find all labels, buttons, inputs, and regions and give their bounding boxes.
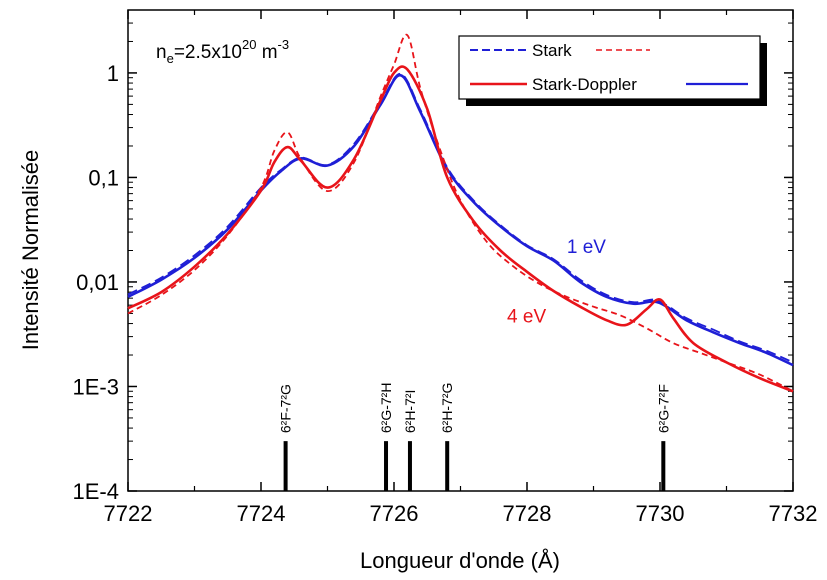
y-tick-label: 1E-3 bbox=[73, 374, 119, 399]
x-tick-label: 7728 bbox=[503, 501, 552, 526]
x-tick-label: 7724 bbox=[237, 501, 286, 526]
series-line-stark-doppler-1-ev bbox=[127, 74, 794, 367]
spectral-line-label: 6²G-7²H bbox=[378, 383, 394, 434]
series-line-stark-4-ev-dashed bbox=[127, 33, 794, 393]
x-tick-label: 7726 bbox=[370, 501, 419, 526]
x-tick-label: 7722 bbox=[104, 501, 153, 526]
legend-box bbox=[458, 35, 761, 100]
y-tick-label: 1 bbox=[107, 61, 119, 86]
temperature-label: 4 eV bbox=[507, 306, 546, 327]
x-tick-label: 7732 bbox=[769, 501, 818, 526]
series-line-stark-1-ev-dashed bbox=[127, 72, 794, 364]
legend-rows: Stark Stark-Doppler bbox=[470, 41, 748, 94]
spectral-line-label: 6²H-7²G bbox=[439, 383, 455, 434]
legend-label: Stark bbox=[532, 41, 572, 60]
electron-density-label: ne=2.5x1020 m-3 bbox=[156, 37, 289, 66]
series-layer bbox=[127, 33, 794, 393]
temperature-label: 1 eV bbox=[567, 237, 606, 258]
density-suffix: m bbox=[256, 42, 277, 63]
density-sup: 20 bbox=[242, 37, 256, 52]
y-axis-title: Intensité Normalisée bbox=[18, 150, 43, 351]
legend: Stark Stark-Doppler bbox=[458, 35, 767, 106]
series-line-stark-doppler-4-ev bbox=[127, 65, 794, 393]
y-tick-label: 1E-4 bbox=[73, 479, 119, 504]
axis-tick-labels: 7722 7724 7726 7728 7730 7732 1E-4 1E-3 0,01 0,1 1 bbox=[73, 61, 818, 526]
y-tick-label: 0,01 bbox=[76, 270, 119, 295]
density-prefix: n bbox=[156, 42, 167, 63]
density-sub: e bbox=[167, 51, 174, 66]
axis-ticks bbox=[127, 9, 794, 492]
y-tick-label: 0,1 bbox=[88, 165, 119, 190]
plot-area: 7722 7724 7726 7728 7730 7732 1E-4 1E-3 0,01 0,1 1… bbox=[73, 9, 818, 526]
density-sup2: -3 bbox=[278, 37, 290, 52]
spectral-line-label: 6²H-7²I bbox=[402, 390, 418, 434]
x-axis-title: Longueur d'onde (Å) bbox=[360, 548, 560, 573]
spectral-line-label: 6²G-7²F bbox=[655, 384, 671, 433]
annotations-layer: 1 eV 4 eV bbox=[507, 237, 606, 328]
spectral-lines-layer: 6²F-7²G 6²G-7²H 6²H-7²I 6²H-7²G 6²G-7²F bbox=[278, 383, 671, 491]
density-mid: =2.5x10 bbox=[174, 42, 242, 63]
legend-label: Stark-Doppler bbox=[532, 75, 637, 94]
x-tick-label: 7730 bbox=[636, 501, 685, 526]
spectral-line-label: 6²F-7²G bbox=[278, 384, 294, 433]
